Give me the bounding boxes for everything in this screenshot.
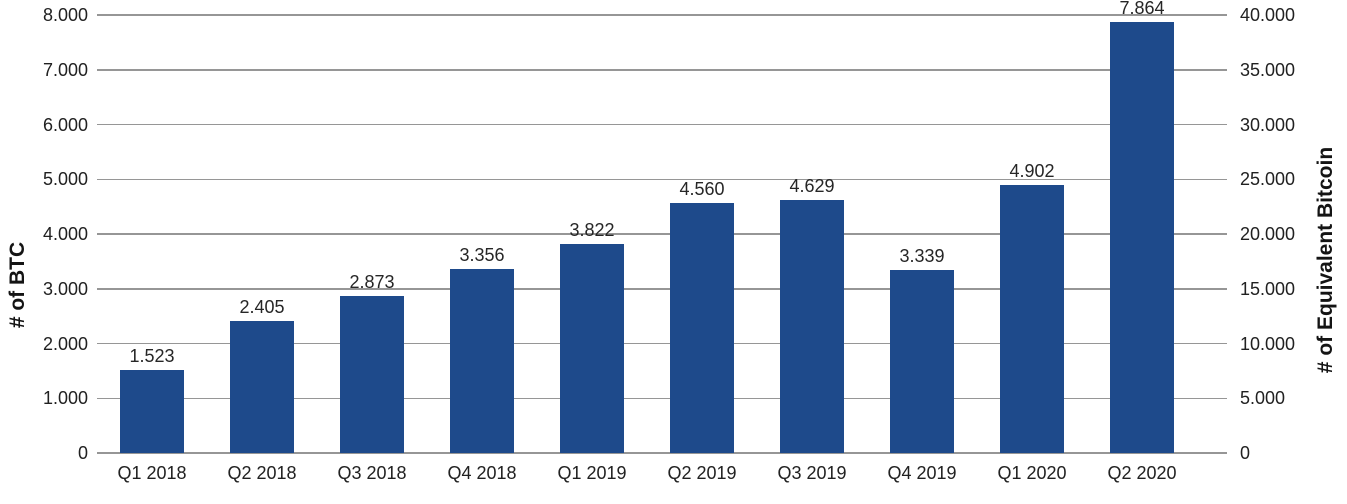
x-axis-tick-label: Q1 2018 [117, 463, 187, 483]
right-axis-tick-label: 10.000 [1240, 333, 1296, 354]
gridline [97, 69, 1197, 71]
bar-value-label: 7.864 [1119, 0, 1165, 19]
right-axis-tick-mark [1197, 69, 1227, 71]
right-axis-tick-mark [1197, 288, 1227, 290]
right-axis-tick-label: 35.000 [1240, 59, 1296, 80]
bar-value-label: 3.822 [569, 219, 615, 240]
bar-value-label: 3.339 [899, 246, 945, 267]
gridline [97, 288, 1197, 290]
x-axis-tick-label: Q1 2020 [997, 463, 1067, 483]
x-axis-tick-label: Q4 2019 [887, 463, 957, 483]
bar-value-label: 2.873 [349, 271, 395, 292]
right-axis-tick-mark [1197, 342, 1227, 345]
right-axis-tick-label: 30.000 [1240, 114, 1296, 135]
gridline [97, 14, 1197, 16]
bar-value-label: 2.405 [239, 297, 285, 318]
bar-q2-2019 [670, 203, 734, 453]
bar-value-label: 4.560 [679, 179, 725, 200]
left-axis-tick-label: 6.000 [42, 114, 88, 135]
right-axis-tick-mark [1197, 233, 1227, 235]
left-axis-tick-label: 3.000 [42, 278, 88, 299]
left-axis-tick-label: 7.000 [42, 59, 88, 80]
right-axis-tick-mark [1197, 452, 1227, 454]
x-axis-tick-label: Q3 2019 [777, 463, 847, 483]
bar-value-label: 1.523 [129, 345, 175, 366]
gridline [97, 342, 1197, 345]
x-axis-tick-label: Q2 2019 [667, 463, 737, 483]
bar-value-label: 4.629 [789, 175, 835, 196]
x-axis-tick-label: Q2 2020 [1107, 463, 1177, 483]
right-axis-tick-label: 25.000 [1240, 169, 1296, 190]
left-axis-tick-label: 8.000 [42, 5, 88, 25]
right-axis-tick-mark [1197, 123, 1227, 126]
gridline [97, 233, 1197, 235]
right-axis-tick-label: 15.000 [1240, 278, 1296, 299]
right-axis-tick-label: 5.000 [1240, 388, 1286, 409]
bar-q3-2019 [780, 199, 844, 453]
bar-q4-2018 [450, 269, 514, 453]
bar-q1-2019 [560, 243, 624, 453]
bar-q1-2020 [1000, 184, 1064, 453]
right-axis-tick-mark [1197, 178, 1227, 180]
left-axis-tick-label: 5.000 [42, 169, 88, 190]
gridline [97, 397, 1197, 399]
right-axis-title: # of Equivalent Bitcoin [1314, 146, 1337, 374]
bar-value-label: 3.356 [459, 245, 505, 266]
right-axis-tick-label: 40.000 [1240, 5, 1296, 25]
gridline [97, 452, 1197, 454]
right-axis-tick-mark [1197, 397, 1227, 399]
gridline [97, 178, 1197, 180]
bar-q3-2018 [340, 295, 404, 453]
x-axis-tick-label: Q4 2018 [447, 463, 517, 483]
x-axis-tick-label: Q3 2018 [337, 463, 407, 483]
gridline [97, 123, 1197, 126]
left-axis-tick-label: 2.000 [42, 333, 88, 354]
x-axis-tick-label: Q1 2019 [557, 463, 627, 483]
bar-q2-2018 [230, 321, 294, 453]
right-axis-tick-label: 20.000 [1240, 224, 1296, 244]
left-axis-tick-label: 0 [77, 443, 88, 463]
right-axis-tick-label: 0 [1240, 443, 1251, 463]
bar-q2-2020 [1110, 22, 1174, 453]
bar-q1-2018 [120, 369, 184, 453]
bar-q4-2019 [890, 270, 954, 453]
right-axis-tick-mark [1197, 14, 1227, 16]
x-axis-tick-label: Q2 2018 [227, 463, 297, 483]
bar-value-label: 4.902 [1009, 160, 1055, 181]
left-axis-tick-label: 4.000 [42, 224, 88, 244]
left-axis-tick-label: 1.000 [42, 388, 88, 409]
